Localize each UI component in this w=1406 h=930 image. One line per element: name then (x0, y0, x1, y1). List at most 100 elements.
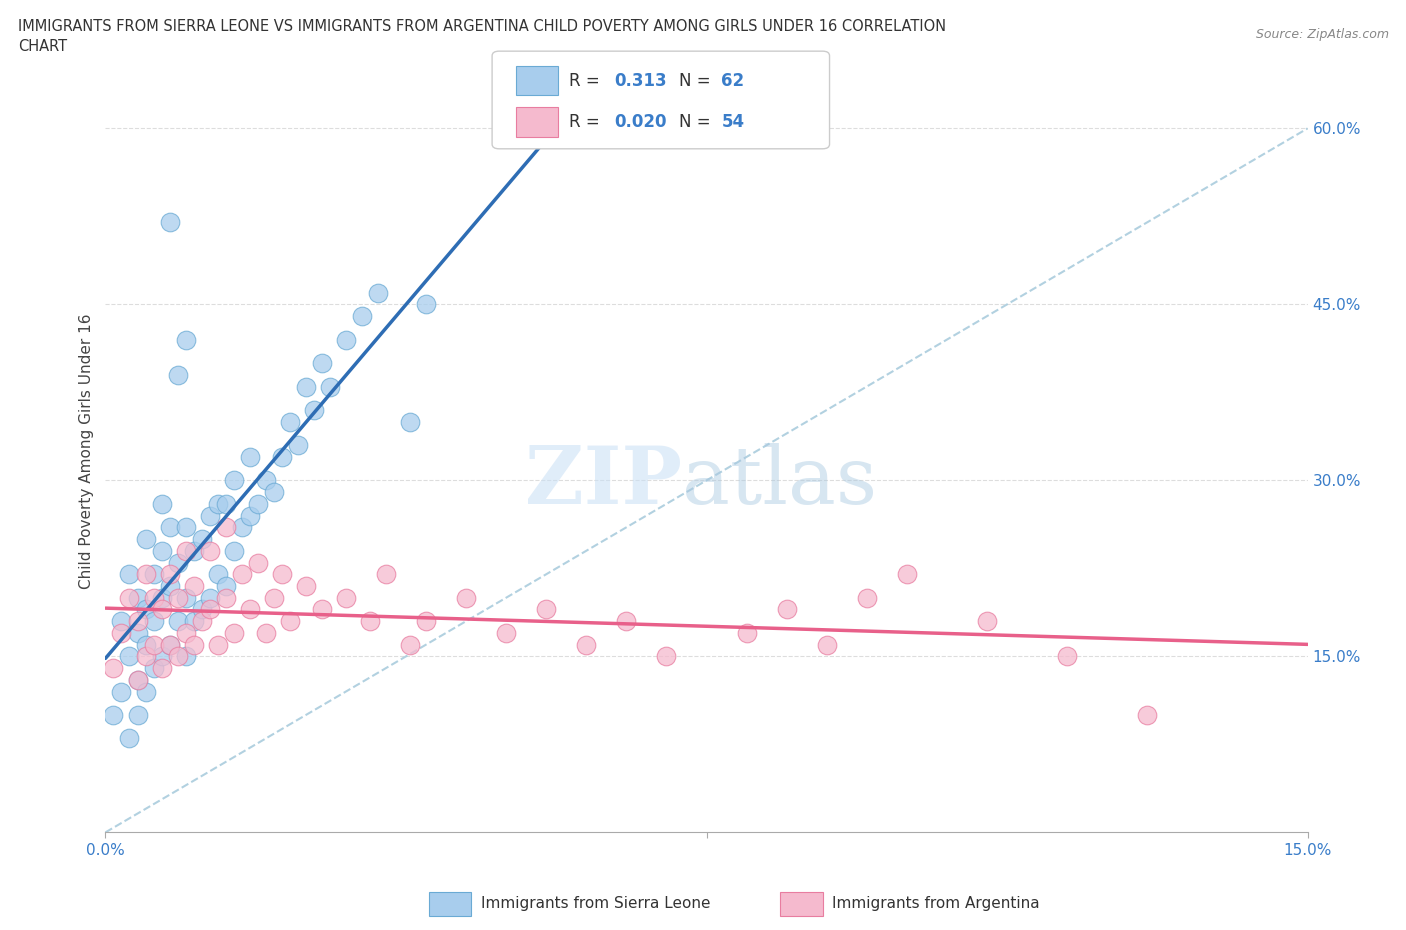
Point (118, 566, 141, 581)
Point (159, 578, 181, 593)
Point (183, 543, 205, 558)
Point (214, 591, 236, 605)
Point (454, 591, 477, 605)
Point (616, 614, 638, 629)
Point (166, 555, 188, 570)
Point (183, 578, 205, 593)
Text: N =: N = (679, 113, 716, 131)
Point (142, 591, 165, 605)
Point (976, 614, 998, 629)
Point (359, 614, 381, 629)
Point (222, 626, 245, 641)
Point (575, 637, 598, 652)
Text: Source: ZipAtlas.com: Source: ZipAtlas.com (1256, 28, 1389, 41)
Point (399, 414, 422, 429)
Point (174, 520, 197, 535)
Point (735, 626, 758, 641)
Point (239, 602, 262, 617)
Point (142, 637, 165, 652)
Point (190, 532, 212, 547)
Point (198, 591, 221, 605)
Point (374, 566, 398, 581)
Point (311, 355, 333, 370)
Point (295, 578, 318, 593)
Point (127, 672, 149, 687)
Point (198, 543, 221, 558)
Text: 0.313: 0.313 (614, 72, 666, 89)
Point (335, 591, 357, 605)
Text: Immigrants from Argentina: Immigrants from Argentina (832, 897, 1040, 911)
Point (896, 566, 918, 581)
Point (254, 626, 277, 641)
Point (174, 626, 197, 641)
Point (246, 555, 269, 570)
Point (415, 614, 437, 629)
Point (166, 591, 188, 605)
Point (254, 473, 277, 488)
Point (142, 566, 165, 581)
Point (135, 649, 157, 664)
Point (815, 637, 838, 652)
Point (159, 637, 181, 652)
Point (198, 602, 221, 617)
Point (246, 497, 269, 512)
Point (207, 497, 229, 512)
Point (135, 637, 157, 652)
Point (198, 508, 221, 523)
Text: atlas: atlas (682, 443, 877, 521)
Point (1056, 649, 1078, 664)
Point (415, 297, 437, 312)
Point (118, 731, 141, 746)
Point (399, 637, 422, 652)
Text: 62: 62 (721, 72, 744, 89)
Point (231, 520, 253, 535)
Point (150, 602, 173, 617)
Text: 54: 54 (721, 113, 744, 131)
Point (655, 649, 678, 664)
Point (367, 286, 389, 300)
Point (222, 473, 245, 488)
Text: Immigrants from Sierra Leone: Immigrants from Sierra Leone (481, 897, 710, 911)
Point (150, 649, 173, 664)
Point (319, 379, 342, 394)
Point (311, 602, 333, 617)
Point (150, 591, 173, 605)
Point (174, 649, 197, 664)
Point (159, 637, 181, 652)
Point (214, 578, 236, 593)
Point (127, 708, 149, 723)
Point (103, 660, 125, 675)
Point (110, 614, 132, 629)
Point (335, 332, 357, 347)
Point (142, 614, 165, 629)
Point (855, 591, 877, 605)
Point (127, 591, 149, 605)
Point (295, 379, 318, 394)
Text: R =: R = (569, 113, 606, 131)
Point (776, 602, 799, 617)
Point (150, 660, 173, 675)
Point (214, 497, 236, 512)
Point (135, 684, 157, 699)
Point (135, 602, 157, 617)
Point (150, 543, 173, 558)
Point (495, 626, 517, 641)
Point (174, 543, 197, 558)
Point (278, 414, 301, 429)
Point (150, 497, 173, 512)
Text: 0.020: 0.020 (614, 113, 666, 131)
Point (287, 438, 309, 453)
Point (239, 449, 262, 464)
Point (127, 626, 149, 641)
Point (183, 637, 205, 652)
Point (159, 520, 181, 535)
Point (263, 591, 285, 605)
Point (159, 215, 181, 230)
Point (231, 566, 253, 581)
Point (174, 332, 197, 347)
Point (127, 672, 149, 687)
Point (135, 532, 157, 547)
Point (278, 614, 301, 629)
Point (207, 637, 229, 652)
Point (350, 309, 373, 324)
